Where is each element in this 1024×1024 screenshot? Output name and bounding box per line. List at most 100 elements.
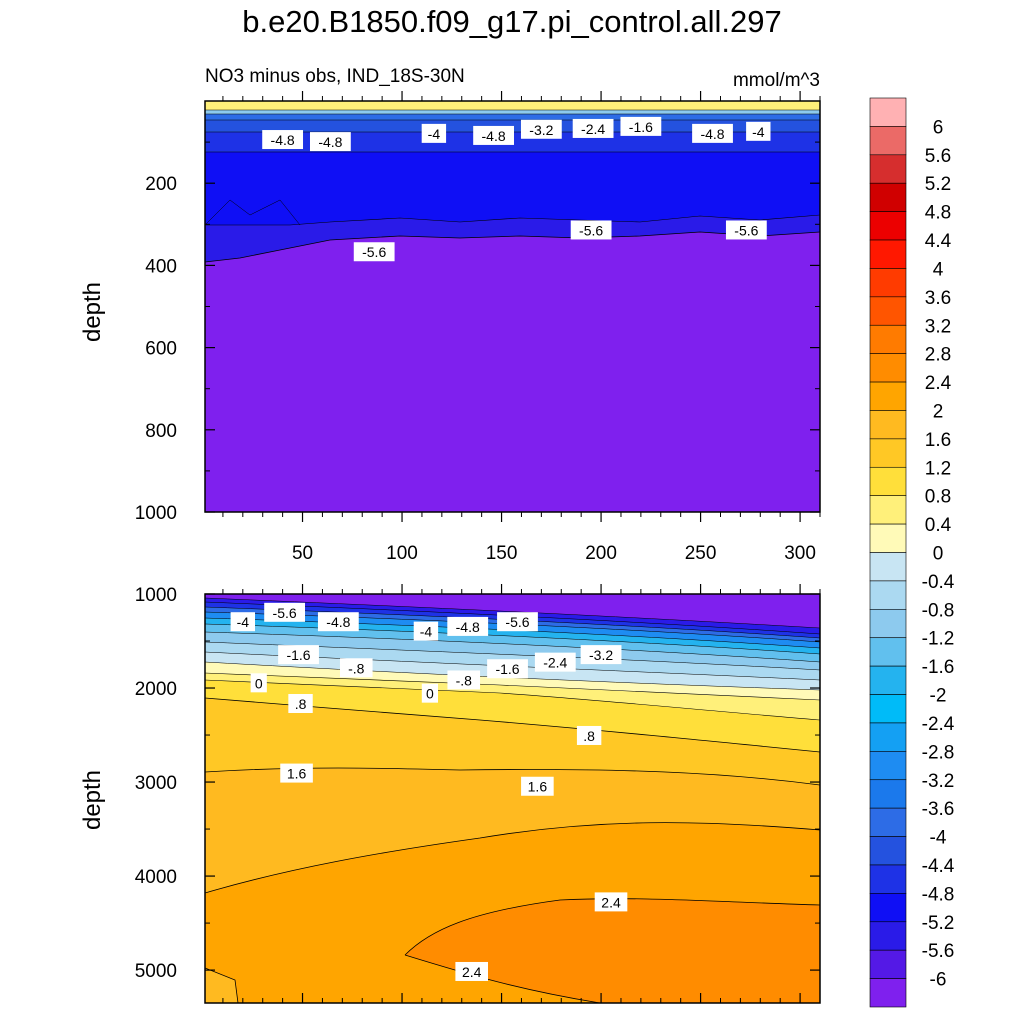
colorbar-swatch: [869, 268, 907, 298]
upper-contour-label: -5.6: [570, 220, 612, 240]
upper-xtick-label: 200: [585, 543, 617, 564]
colorbar-label: -0.8: [922, 600, 955, 621]
upper-ylabel: depth: [79, 282, 106, 342]
colorbar-swatch: [869, 893, 907, 923]
colorbar-label: 0: [933, 544, 944, 565]
lower-contour-label-box: [447, 616, 489, 636]
lower-contour-label-box: [580, 645, 622, 665]
lower-ytick-label: 3000: [135, 773, 177, 794]
lower-contour-m3-2: [205, 617, 820, 649]
upper-panel: -4.8 -4.8 -4 -4.8 -3.2 -2.4 -1.6 -4.8 -4 -5.6 -5.6…: [79, 91, 821, 564]
lower-contour-label: -4.8: [317, 612, 359, 632]
upper-contour-label-text: -2.4: [581, 121, 605, 137]
upper-contour-label-box: [725, 220, 767, 240]
colorbar-label: -2.8: [922, 742, 955, 763]
lower-contour-label-box: [317, 612, 359, 632]
lower-contour-2: [205, 822, 820, 894]
upper-contour-label-box: [570, 220, 612, 240]
colorbar-label: -5.6: [922, 941, 955, 962]
upper-contour-label-box: [262, 130, 304, 150]
lower-contour-label-text: -.8: [348, 660, 365, 676]
colorbar-swatch: [869, 722, 907, 752]
upper-contour-label-box: [421, 123, 447, 143]
colorbar-label: -3.2: [922, 771, 955, 792]
colorbar-swatch: [869, 580, 907, 610]
upper-xtick-label: 300: [784, 543, 816, 564]
upper-ytick-label: 200: [145, 174, 177, 195]
lower-contour-label: -4: [413, 621, 439, 641]
lower-contour-label-text: -.8: [456, 673, 473, 689]
lower-contour-label: -1.6: [487, 659, 528, 679]
upper-xtick-label: 100: [386, 543, 418, 564]
lower-contour-label: 2.4: [455, 961, 488, 981]
lower-contour-label-text: 2.4: [462, 964, 482, 980]
lower-contour-label: -5.6: [264, 602, 306, 622]
lower-contour-label-box: [413, 621, 439, 641]
lower-ytick-label: 4000: [135, 867, 177, 888]
colorbar-swatch: [869, 182, 907, 212]
lower-contour-label: 0: [421, 683, 439, 703]
upper-contour-label-box: [520, 119, 562, 139]
colorbar-label: -6: [930, 970, 947, 991]
colorbar-swatch: [869, 324, 907, 354]
colorbar-swatch: [869, 211, 907, 241]
upper-contour-label-box: [353, 242, 395, 262]
lower-contour-label: -4.8: [447, 616, 489, 636]
lower-contour-label-box: [521, 776, 554, 796]
upper-contour-label-text: -4: [752, 124, 765, 140]
lower-contour-label-text: -1.6: [286, 647, 310, 663]
lower-contour-label: 2.4: [594, 892, 628, 912]
colorbar-label: -2: [930, 686, 947, 707]
upper-ytick-label: 800: [145, 421, 177, 442]
colorbar-label: -2.4: [922, 714, 955, 735]
lower-contour-label-text: 1.6: [528, 779, 548, 795]
colorbar-swatch: [869, 523, 907, 553]
colorbar-label: -3.6: [922, 799, 955, 820]
lower-panel: -4 -5.6 -4.8 -4 -4.8 -5.6 -1.6 -.8 0 -.8 -1.6 -2.4 -…: [79, 584, 821, 1004]
colorbar-label: 2.8: [925, 345, 951, 366]
upper-contour-label: -4.8: [262, 130, 304, 150]
colorbar-swatch: [869, 126, 907, 156]
lower-contour-label: 1.6: [521, 776, 554, 796]
lower-contour-label: 0: [250, 673, 267, 693]
lower-contour-label-box: [447, 670, 481, 690]
colorbar-label: 6: [933, 117, 944, 138]
colorbar-label: 0.4: [925, 515, 952, 536]
lower-contour-m4: [205, 611, 820, 643]
colorbar-label: -1.2: [922, 629, 955, 650]
lower-contour-label-box: [288, 694, 313, 714]
colorbar-swatch: [869, 353, 907, 383]
upper-contour-label-box: [309, 132, 351, 152]
lower-band-m6: [205, 594, 820, 628]
colorbar-swatch: [869, 466, 907, 496]
upper-contour-label: -4.8: [473, 125, 514, 145]
upper-contour-label-text: -5.6: [362, 244, 386, 260]
lower-contour-label-text: -4: [237, 614, 250, 630]
colorbar-label: 5.2: [925, 174, 951, 195]
lower-contour-label-box: [487, 659, 528, 679]
subtitle-right: mmol/m^3: [733, 70, 820, 91]
lower-contour-label-text: -4.8: [326, 614, 350, 630]
lower-band-corner: [205, 968, 238, 1003]
colorbar-swatch: [869, 239, 907, 269]
colorbar-label: 4: [933, 259, 944, 280]
upper-contour-label-text: -4.8: [700, 126, 724, 142]
lower-contour-label-text: -3.2: [589, 647, 613, 663]
upper-contour-label-text: -5.6: [579, 222, 603, 238]
upper-contour-label: -2.4: [572, 118, 614, 138]
lower-contour-label: -5.6: [497, 612, 538, 632]
lower-contour-corner: [205, 967, 239, 1003]
lower-contour-label: -.8: [339, 658, 373, 678]
colorbar-label: 3.6: [925, 288, 951, 309]
subtitle-left: NO3 minus obs, IND_18S-30N: [205, 66, 465, 87]
colorbar-swatch: [869, 154, 907, 184]
lower-contour-label: .8: [576, 725, 602, 745]
lower-contour-label-text: 1.6: [287, 766, 307, 782]
lower-frame: [204, 593, 821, 1004]
colorbar-swatch: [869, 495, 907, 525]
upper-contour-label: -4.8: [309, 132, 351, 152]
lower-ytick-label: 5000: [135, 961, 177, 982]
colorbar-label: 4.4: [925, 231, 952, 252]
upper-band-5-2: [205, 150, 820, 225]
upper-contour-label-box: [620, 116, 662, 136]
